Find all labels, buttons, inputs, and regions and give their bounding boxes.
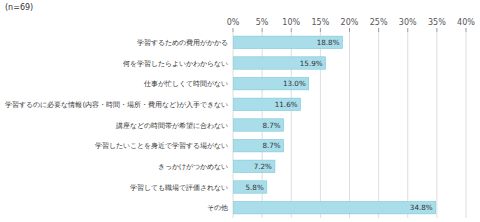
data-label: 11.6%	[275, 100, 298, 109]
tick-mark	[466, 28, 467, 32]
data-label: 34.8%	[410, 203, 433, 212]
tick-mark	[291, 28, 292, 32]
category-label: 学習しても職場で評価されない	[130, 183, 228, 192]
tick-mark	[349, 28, 350, 32]
category-label: 学習するのに必要な情報(内容・時間・場所・費用など)が入手できない	[5, 100, 228, 109]
category-label: その他	[207, 203, 228, 212]
tick-label: 40%	[457, 18, 475, 27]
category-label: 仕事が忙しくて時間がない	[143, 79, 228, 88]
tick-mark	[320, 28, 321, 32]
tick-label: 0%	[227, 18, 240, 27]
bar	[233, 139, 284, 151]
grid-line	[407, 32, 408, 218]
data-labels: 18.8% 15.9% 13.0% 11.6% 8.7% 8.7% 7.2% 5.8% 34.8…	[246, 38, 433, 212]
x-axis: 0% 5% 10% 15% 20% 25% 30% 35% 40%	[227, 18, 476, 218]
bars	[233, 36, 436, 214]
tick-mark	[262, 28, 263, 32]
grid-line	[466, 32, 467, 218]
tick-label: 35%	[428, 18, 446, 27]
bar	[233, 201, 436, 213]
category-label: 講座などの時間帯が希望に合わない	[116, 121, 228, 130]
data-label: 8.7%	[262, 141, 280, 150]
title: (n=69)	[5, 3, 33, 12]
chart: (n=69) 0% 5% 10% 15% 20% 25% 30% 35% 40% 学習するための費用…	[0, 0, 480, 222]
grid-line	[349, 32, 350, 218]
tick-mark	[407, 28, 408, 32]
tick-label: 15%	[311, 18, 329, 27]
data-label: 18.8%	[317, 38, 340, 47]
data-label: 13.0%	[283, 79, 306, 88]
tick-label: 25%	[370, 18, 388, 27]
bar	[233, 77, 309, 89]
tick-mark	[233, 28, 234, 32]
data-label: 15.9%	[300, 59, 323, 68]
grid-line	[436, 32, 437, 218]
bar	[233, 36, 343, 48]
category-label: きっかけがつかめない	[158, 162, 228, 171]
category-label: 何を学習したらよいかわからない	[123, 59, 228, 68]
tick-mark	[436, 28, 437, 32]
tick-label: 30%	[399, 18, 417, 27]
category-label: 学習するための費用がかかる	[137, 38, 228, 47]
tick-label: 5%	[256, 18, 269, 27]
tick-label: 20%	[341, 18, 359, 27]
bar	[233, 160, 275, 172]
bar	[233, 98, 301, 110]
grid-line	[378, 32, 379, 218]
tick-label: 10%	[282, 18, 300, 27]
bar	[233, 181, 267, 193]
bar	[233, 57, 326, 69]
category-labels: 学習するための費用がかかる何を学習したらよいかわからない仕事が忙しくて時間がない…	[5, 38, 228, 212]
tick-mark	[378, 28, 379, 32]
bar	[233, 119, 284, 131]
data-label: 5.8%	[246, 183, 264, 192]
category-label: 学習したいことを身近で学習する場がない	[95, 141, 228, 150]
data-label: 7.2%	[254, 162, 272, 171]
data-label: 8.7%	[262, 121, 280, 130]
